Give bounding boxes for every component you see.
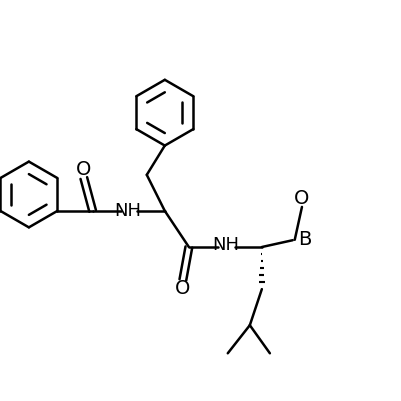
Text: B: B <box>298 230 311 249</box>
Text: NH: NH <box>212 236 239 254</box>
Text: NH: NH <box>114 202 142 220</box>
Text: O: O <box>294 188 310 208</box>
Text: O: O <box>76 160 91 179</box>
Text: O: O <box>175 279 190 298</box>
